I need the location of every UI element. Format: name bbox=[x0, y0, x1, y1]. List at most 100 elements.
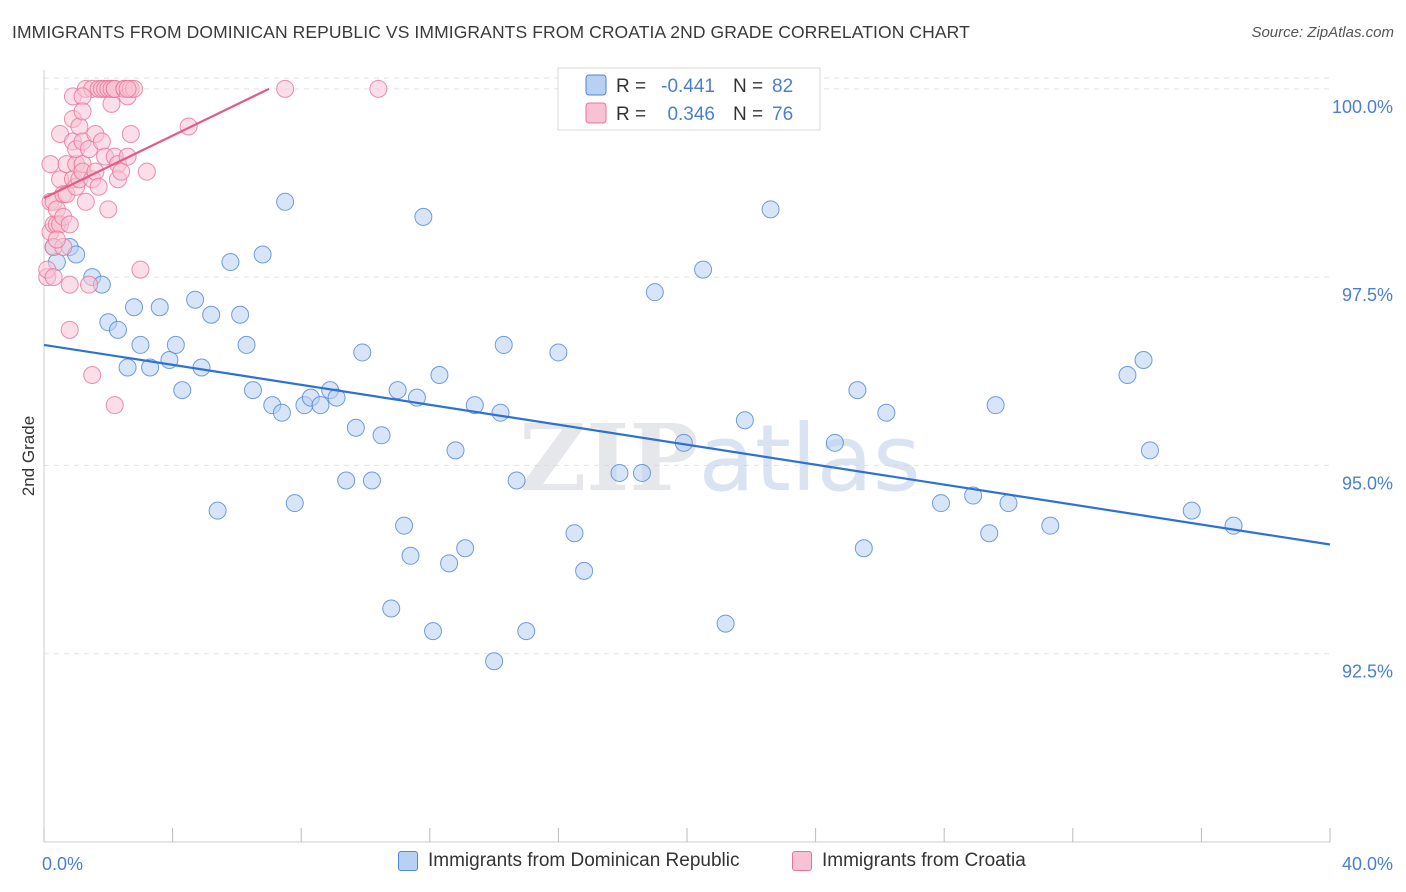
dominican-point bbox=[494, 335, 513, 354]
dominican-point bbox=[761, 200, 780, 219]
dominican-point bbox=[253, 245, 272, 264]
croatia-point bbox=[60, 275, 79, 294]
dominican-point bbox=[311, 396, 330, 415]
dominican-point bbox=[848, 381, 867, 400]
dominican-point bbox=[1224, 516, 1243, 535]
dominican-point bbox=[276, 192, 295, 211]
dominican-point bbox=[221, 253, 240, 272]
stats-r-value: -0.441 bbox=[661, 76, 715, 97]
dominican-point bbox=[401, 546, 420, 565]
y-tick-label: 100.0% bbox=[1332, 97, 1393, 117]
croatia-point bbox=[137, 162, 156, 181]
dominican-point bbox=[465, 396, 484, 415]
dominican-point bbox=[208, 501, 227, 520]
dominican-point bbox=[202, 305, 221, 324]
croatia-point bbox=[76, 192, 95, 211]
y-tick-label: 92.5% bbox=[1342, 662, 1393, 682]
dominican-point bbox=[964, 486, 983, 505]
croatia-point bbox=[118, 79, 137, 98]
legend-swatch-dominican bbox=[398, 851, 418, 871]
y-tick-label: 95.0% bbox=[1342, 473, 1393, 493]
y-axis-label: 2nd Grade bbox=[19, 416, 38, 496]
dominican-point bbox=[694, 260, 713, 279]
croatia-point bbox=[83, 366, 102, 385]
croatia-point bbox=[112, 162, 131, 181]
dominican-point bbox=[1134, 350, 1153, 369]
dominican-point bbox=[141, 358, 160, 377]
dominican-point bbox=[507, 471, 526, 490]
source-label: Source: ZipAtlas.com bbox=[1251, 24, 1394, 41]
croatia-point bbox=[131, 260, 150, 279]
dominican-point bbox=[446, 441, 465, 460]
chart-title: IMMIGRANTS FROM DOMINICAN REPUBLIC VS IM… bbox=[12, 22, 970, 42]
croatia-point bbox=[80, 275, 99, 294]
dominican-point bbox=[491, 403, 510, 422]
dominican-point bbox=[243, 381, 262, 400]
dominican-point bbox=[353, 343, 372, 362]
stats-r-value: 0.346 bbox=[667, 104, 715, 125]
croatia-point bbox=[105, 396, 124, 415]
dominican-point bbox=[327, 388, 346, 407]
dominican-point bbox=[414, 207, 433, 226]
dominican-point bbox=[424, 622, 443, 641]
dominican-point bbox=[1118, 366, 1137, 385]
dominican-point bbox=[131, 335, 150, 354]
croatia-point bbox=[73, 102, 92, 121]
dominican-point bbox=[346, 418, 365, 437]
croatia-point bbox=[369, 79, 388, 98]
dominican-point bbox=[1041, 516, 1060, 535]
stats-swatch-croatia bbox=[585, 102, 607, 124]
croatia-point bbox=[276, 79, 295, 98]
legend-swatch-croatia bbox=[792, 851, 812, 871]
dominican-point bbox=[372, 426, 391, 445]
dominican-point bbox=[485, 652, 504, 671]
dominican-point bbox=[517, 622, 536, 641]
dominican-point bbox=[382, 599, 401, 618]
dominican-point bbox=[931, 494, 950, 513]
dominican-point bbox=[632, 463, 651, 482]
dominican-point bbox=[575, 561, 594, 580]
dominican-point bbox=[430, 366, 449, 385]
dominican-point bbox=[716, 614, 735, 633]
stats-n-value: 82 bbox=[772, 76, 793, 97]
dominican-point bbox=[125, 298, 144, 317]
dominican-point bbox=[118, 358, 137, 377]
croatia-point bbox=[41, 155, 60, 174]
bottom-legend: Immigrants from Dominican Republic Immig… bbox=[0, 850, 1406, 880]
dominican-trendline bbox=[43, 343, 1331, 546]
stats-r-label: R = bbox=[616, 104, 646, 125]
dominican-point bbox=[231, 305, 250, 324]
dominican-point bbox=[565, 524, 584, 543]
dominican-point bbox=[1182, 501, 1201, 520]
dominican-point bbox=[610, 463, 629, 482]
dominican-point bbox=[456, 539, 475, 558]
dominican-point bbox=[825, 433, 844, 452]
stats-n-label: N = bbox=[733, 104, 763, 125]
croatia-point bbox=[99, 200, 118, 219]
stats-n-value: 76 bbox=[772, 104, 793, 125]
dominican-point bbox=[854, 539, 873, 558]
dominican-point bbox=[1140, 441, 1159, 460]
dominican-point bbox=[186, 290, 205, 309]
dominican-point bbox=[388, 381, 407, 400]
croatia-point bbox=[47, 230, 66, 249]
croatia-trendline bbox=[43, 87, 270, 200]
croatia-point bbox=[86, 162, 105, 181]
x-tick-label-max: 40.0% bbox=[1342, 854, 1393, 874]
dominican-point bbox=[166, 335, 185, 354]
legend-item-dominican: Immigrants from Dominican Republic bbox=[398, 850, 740, 872]
dominican-point bbox=[999, 494, 1018, 513]
croatia-point bbox=[44, 268, 63, 287]
dominican-point bbox=[173, 381, 192, 400]
stats-n-label: N = bbox=[733, 76, 763, 97]
dominican-point bbox=[440, 554, 459, 573]
croatia-point bbox=[92, 132, 111, 151]
dominican-point bbox=[108, 320, 127, 339]
x-tick-label-min: 0.0% bbox=[42, 854, 83, 874]
dominican-point bbox=[337, 471, 356, 490]
dominican-point bbox=[735, 411, 754, 430]
croatia-point bbox=[89, 177, 108, 196]
croatia-point bbox=[70, 117, 89, 136]
legend-label-dominican: Immigrants from Dominican Republic bbox=[428, 850, 740, 871]
